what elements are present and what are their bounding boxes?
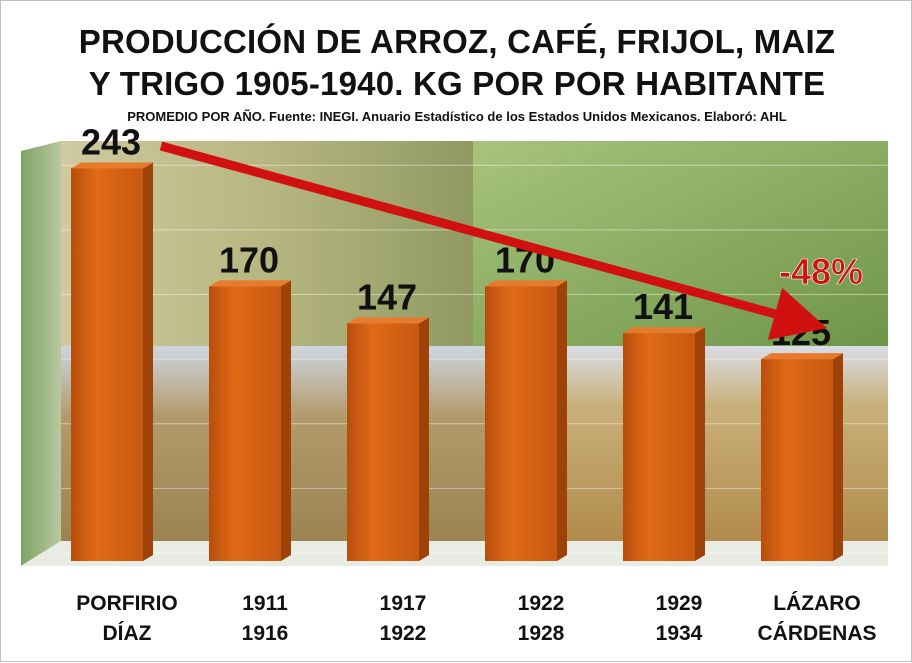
bar-top: [485, 280, 567, 287]
bar: [623, 327, 705, 561]
chart-subtitle: PROMEDIO POR AÑO. Fuente: INEGI. Anuario…: [127, 109, 787, 124]
percent-change-annotation: -48%: [779, 251, 863, 292]
bar-front: [71, 168, 143, 561]
category-label-line-2: CÁRDENAS: [757, 622, 877, 645]
bar-top: [761, 353, 843, 360]
category-label-line-1: 1911: [242, 592, 288, 615]
bar-value-label: 243: [81, 121, 141, 162]
bar-front: [623, 333, 695, 561]
bar-top: [623, 327, 705, 334]
bar-side: [695, 327, 705, 561]
bar-value-label: 170: [219, 239, 279, 280]
category-label-line-2: DÍAZ: [102, 622, 152, 645]
x-axis-category-label: 1922 1928: [471, 589, 611, 649]
bar-series: [71, 162, 843, 561]
x-axis-category-label: PORFIRIO DÍAZ: [57, 589, 197, 649]
x-axis-category-label: 1929 1934: [609, 589, 749, 649]
bar-top: [209, 280, 291, 287]
bar-front: [761, 359, 833, 561]
bar-side: [557, 280, 567, 561]
bar-side: [281, 280, 291, 561]
category-label-line-1: PORFIRIO: [76, 592, 178, 615]
bar-top: [71, 162, 153, 169]
category-label-line-1: 1917: [379, 592, 427, 615]
category-label-line-2: 1928: [517, 622, 565, 645]
x-axis-category-label: 1917 1922: [333, 589, 473, 649]
chart-title-line-2: Y TRIGO 1905-1940. KG POR POR HABITANTE: [88, 65, 826, 102]
bar: [485, 280, 567, 561]
bar: [761, 353, 843, 561]
category-label-line-1: LÁZARO: [773, 592, 861, 615]
category-label-line-1: 1922: [517, 592, 565, 615]
bar-front: [347, 323, 419, 561]
bar-top: [347, 317, 429, 324]
bar-front: [209, 286, 281, 561]
category-label-line-1: 1929: [655, 592, 703, 615]
x-axis-category-label: LÁZARO CÁRDENAS: [747, 589, 887, 649]
gridlines: [61, 164, 888, 554]
chart-title-line-1: PRODUCCIÓN DE ARROZ, CAFÉ, FRIJOL, MAIZ: [78, 23, 836, 60]
x-axis-category-label: 1911 1916: [195, 589, 335, 649]
bar-value-label: 147: [357, 277, 417, 318]
category-label-line-2: 1922: [379, 622, 427, 645]
bar: [347, 317, 429, 561]
bar-side: [419, 317, 429, 561]
trend-arrow: [159, 141, 828, 340]
bar-front: [485, 286, 557, 561]
left-side-wall: [21, 141, 61, 566]
bar: [71, 162, 153, 561]
bar: [209, 280, 291, 561]
bar-side: [143, 162, 153, 561]
category-label-line-2: 1916: [241, 622, 289, 645]
bar-side: [833, 353, 843, 561]
category-label-line-2: 1934: [655, 622, 703, 645]
